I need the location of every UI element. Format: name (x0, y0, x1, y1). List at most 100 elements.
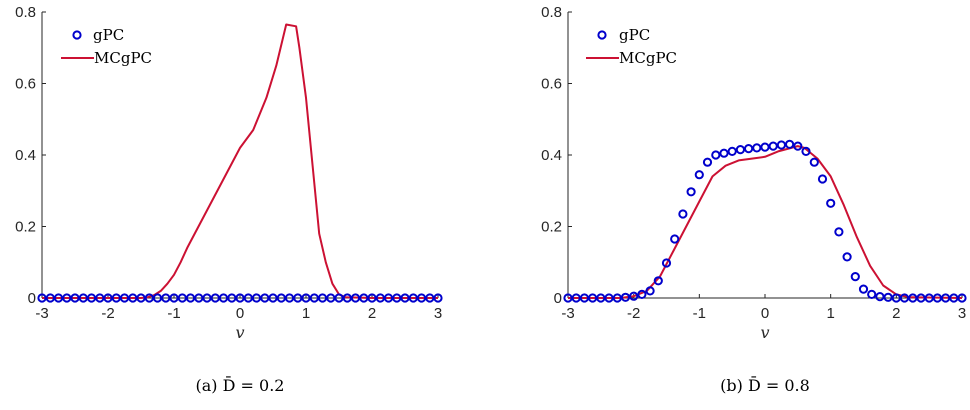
x-tick-label: 2 (368, 305, 376, 322)
gpc-point (883, 292, 893, 302)
x-tick-label: -2 (627, 305, 640, 322)
gpc-point (309, 293, 319, 303)
x-ticks: -3 -2 -1 0 1 2 3 (561, 294, 966, 322)
gpc-point (809, 157, 819, 167)
gpc-point (70, 293, 80, 303)
x-tick-label: 1 (302, 305, 310, 322)
gpc-point (678, 209, 688, 219)
y-tick-label: 0 (554, 290, 562, 307)
gpc-point (735, 145, 746, 155)
x-tick-label: -3 (35, 305, 48, 322)
gpc-point (268, 293, 278, 303)
gpc-point (202, 293, 212, 303)
gpc-point (694, 170, 704, 180)
gpc-point (367, 293, 377, 303)
gpc-point (284, 293, 295, 303)
x-tick-label: 0 (761, 305, 769, 322)
y-tick-label: 0.8 (541, 4, 562, 21)
mcgpc-line-series (568, 145, 963, 299)
legend: gPC MCgPC (586, 26, 677, 67)
gpc-point (858, 284, 869, 294)
gpc-point (218, 293, 229, 303)
caption: (b) D̄ = 0.8 (720, 374, 810, 395)
gpc-point (686, 187, 696, 197)
gpc-point (604, 293, 614, 303)
gpc-point (227, 293, 237, 303)
gpc-point (359, 293, 369, 303)
gpc-point (785, 139, 795, 149)
legend-gpc-marker-icon (72, 30, 82, 40)
gpc-point (719, 148, 729, 158)
mcgpc-line (42, 23, 438, 299)
legend-mcgpc-label: MCgPC (94, 49, 152, 67)
gpc-point (842, 252, 852, 262)
gpc-point (711, 150, 721, 160)
x-tick-label: 0 (236, 305, 244, 322)
gpc-point (194, 293, 204, 303)
y-ticks: 0 0.2 0.4 0.6 0.8 (15, 4, 46, 307)
gpc-point (342, 293, 352, 303)
gpc-point (752, 143, 762, 153)
gpc-point (661, 258, 672, 268)
gpc-point (161, 293, 171, 303)
gpc-marker-series (563, 139, 967, 303)
gpc-point (375, 293, 385, 303)
y-tick-label: 0.6 (15, 76, 36, 93)
x-tick-label: 1 (826, 305, 834, 322)
gpc-point (177, 293, 187, 303)
gpc-point (645, 286, 655, 296)
x-tick-label: 3 (958, 305, 966, 322)
gpc-point (276, 293, 286, 303)
mcgpc-line (568, 145, 963, 299)
gpc-point (433, 293, 443, 303)
gpc-point (251, 293, 262, 303)
x-tick-label: -2 (101, 305, 114, 322)
gpc-point (128, 293, 138, 303)
chart-panel-b: 0 0.2 0.4 0.6 0.8 -3 -2 -1 0 1 2 3 gPC MCgPC v (b)… (541, 4, 967, 395)
gpc-point (744, 144, 754, 154)
x-tick-label: -3 (561, 305, 574, 322)
chart-panel-a: 0 0.2 0.4 0.6 0.8 -3 -2 -1 0 1 2 3 gPC MCgPC v (a)… (15, 4, 443, 395)
gpc-point (169, 293, 179, 303)
gpc-point (760, 142, 770, 152)
gpc-point (144, 293, 154, 303)
y-tick-label: 0 (28, 290, 36, 307)
legend-gpc-label: gPC (93, 26, 124, 44)
x-tick-label: -1 (693, 305, 706, 322)
gpc-point (416, 293, 427, 303)
gpc-point (53, 293, 64, 303)
y-tick-label: 0.4 (541, 147, 562, 164)
gpc-point (103, 293, 113, 303)
gpc-point (612, 293, 622, 303)
gpc-point (400, 293, 410, 303)
legend-gpc-label: gPC (619, 26, 650, 44)
y-ticks: 0 0.2 0.4 0.6 0.8 (541, 4, 572, 307)
gpc-point (408, 293, 418, 303)
gpc-point (243, 293, 253, 303)
gpc-point (326, 293, 336, 303)
gpc-point (875, 292, 885, 302)
gpc-point (86, 293, 97, 303)
y-tick-label: 0.6 (541, 76, 562, 93)
x-axis-label: v (235, 323, 244, 342)
x-tick-label: 3 (434, 305, 442, 322)
gpc-point (653, 276, 663, 286)
gpc-point (801, 146, 811, 156)
gpc-point (37, 293, 47, 303)
gpc-point (210, 293, 220, 303)
gpc-point (817, 174, 828, 184)
gpc-point (185, 293, 196, 303)
gpc-point (425, 293, 435, 303)
gpc-point (899, 293, 910, 303)
gpc-marker-series (37, 293, 443, 303)
gpc-point (334, 293, 344, 303)
caption: (a) D̄ = 0.2 (196, 374, 285, 395)
gpc-point (670, 234, 680, 244)
x-tick-label: 2 (892, 305, 900, 322)
gpc-point (957, 293, 967, 303)
gpc-point (826, 198, 836, 208)
gpc-point (350, 293, 361, 303)
gpc-point (768, 141, 778, 151)
y-tick-label: 0.2 (541, 219, 562, 236)
